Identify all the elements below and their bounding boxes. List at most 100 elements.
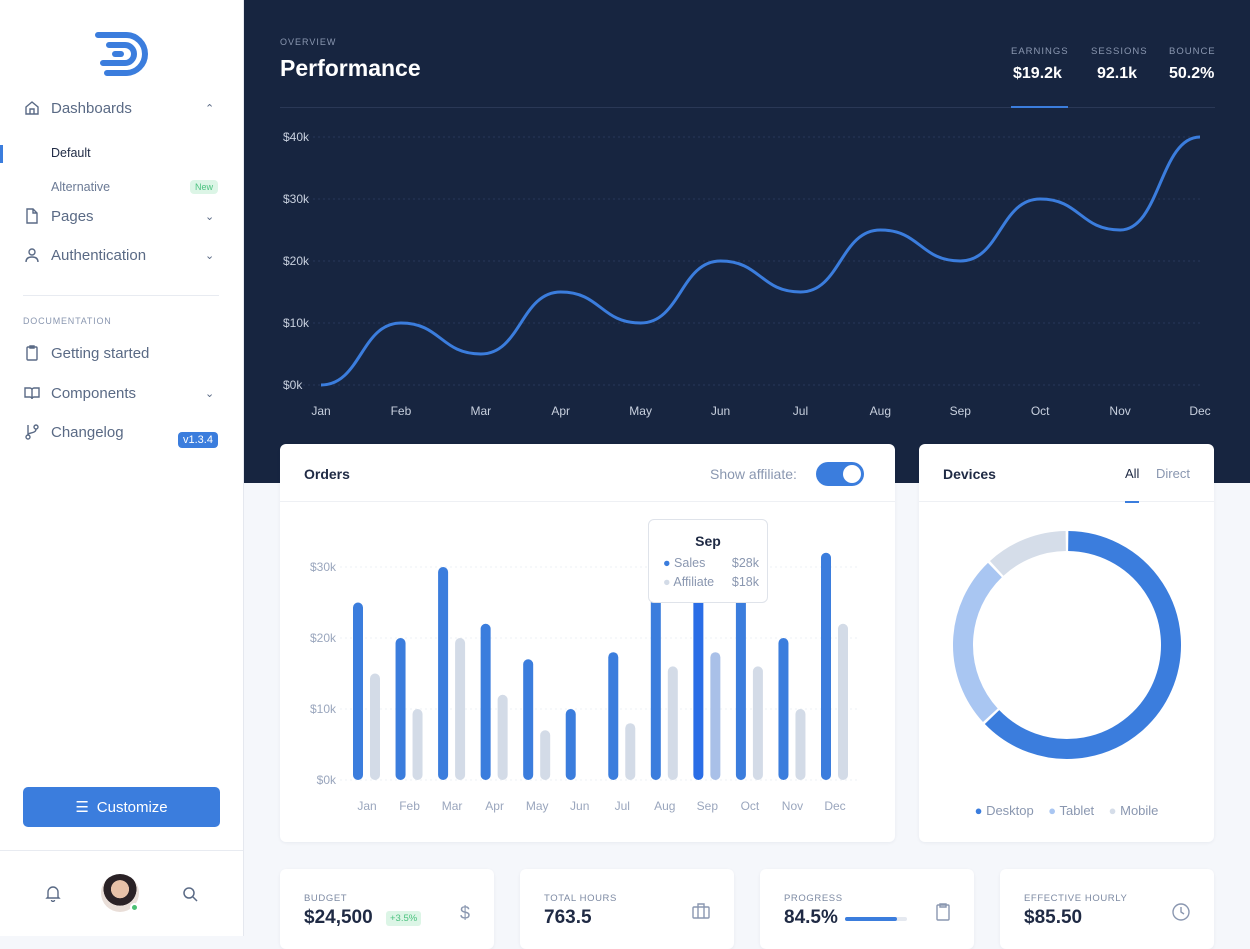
x-tick-label: Oct bbox=[741, 799, 760, 813]
search-icon[interactable] bbox=[182, 886, 198, 902]
chevron-up-icon: ⌃ bbox=[205, 102, 215, 115]
tab-direct[interactable]: Direct bbox=[1156, 466, 1190, 481]
x-tick-label: Aug bbox=[654, 799, 675, 813]
orders-card: Orders Show affiliate: bbox=[280, 444, 895, 842]
x-tick-label: May bbox=[629, 404, 652, 418]
performance-line bbox=[320, 135, 1201, 387]
user-icon bbox=[23, 246, 41, 264]
x-tick-label: Feb bbox=[391, 404, 412, 418]
divider bbox=[0, 850, 243, 851]
y-tick-label: $30k bbox=[310, 560, 337, 574]
version-badge: v1.3.4 bbox=[178, 432, 218, 448]
x-tick-label: Nov bbox=[782, 799, 803, 813]
sales-bar bbox=[693, 581, 704, 780]
y-tick-label: $0k bbox=[283, 378, 303, 392]
stat-earnings[interactable]: EARNINGS $19.2k bbox=[1011, 46, 1069, 82]
y-tick-label: $20k bbox=[310, 631, 337, 645]
sales-bar bbox=[480, 623, 491, 780]
x-tick-label: Jan bbox=[311, 404, 330, 418]
orders-title: Orders bbox=[304, 466, 350, 482]
affiliate-bar bbox=[540, 730, 551, 780]
affiliate-bar bbox=[625, 723, 636, 780]
sales-bar bbox=[395, 638, 406, 780]
stat-card-effective-hourly: EFFECTIVE HOURLY $85.50 bbox=[1000, 869, 1214, 949]
y-tick-label: $20k bbox=[283, 254, 310, 268]
x-tick-label: Sep bbox=[950, 404, 972, 418]
devices-title: Devices bbox=[943, 466, 996, 482]
header-divider bbox=[280, 107, 1215, 108]
sales-bar bbox=[821, 552, 831, 780]
stat-bounce[interactable]: BOUNCE 50.2% bbox=[1169, 46, 1216, 82]
affiliate-bar bbox=[752, 666, 763, 780]
show-affiliate-label: Show affiliate: bbox=[710, 466, 797, 482]
chart-tooltip: Sep ● Sales $28k ● Affiliate $18k bbox=[648, 519, 768, 603]
page-title: Performance bbox=[280, 55, 421, 81]
stat-card-progress: PROGRESS 84.5% bbox=[760, 869, 974, 949]
new-badge: New bbox=[190, 180, 219, 194]
x-tick-label: Dec bbox=[824, 799, 845, 813]
x-tick-label: Jul bbox=[615, 799, 630, 813]
stat-card-budget: BUDGET $24,500 +3.5% $ bbox=[280, 869, 494, 949]
legend-mobile: ● Mobile bbox=[1108, 803, 1159, 818]
section-label: DOCUMENTATION bbox=[23, 316, 112, 326]
performance-header-bg bbox=[244, 0, 1250, 483]
x-tick-label: Aug bbox=[870, 404, 891, 418]
chevron-down-icon: ⌄ bbox=[205, 249, 215, 262]
show-affiliate-toggle[interactable] bbox=[816, 462, 864, 486]
logo bbox=[95, 32, 148, 76]
x-tick-label: Mar bbox=[470, 404, 491, 418]
x-tick-label: May bbox=[526, 799, 549, 813]
devices-donut-chart bbox=[953, 531, 1181, 759]
x-tick-label: Feb bbox=[399, 799, 420, 813]
dollar-icon: $ bbox=[459, 903, 470, 923]
donut-segment-tablet bbox=[953, 562, 1003, 723]
performance-line-chart: $0k $10k $20k $30k $40k Jan Feb Mar Apr May Jun Jul… bbox=[283, 130, 1211, 418]
y-tick-label: $10k bbox=[310, 702, 337, 716]
active-tab-indicator bbox=[1125, 501, 1139, 503]
briefcase-icon bbox=[692, 903, 710, 919]
x-tick-label: Jan bbox=[357, 799, 376, 813]
sales-bar bbox=[608, 652, 619, 780]
chevron-down-icon: ⌄ bbox=[205, 387, 215, 400]
affiliate-bar bbox=[795, 709, 806, 780]
affiliate-bar bbox=[497, 694, 508, 780]
progress-bar bbox=[845, 917, 907, 921]
y-tick-label: $10k bbox=[283, 316, 310, 330]
affiliate-bar bbox=[838, 623, 848, 780]
affiliate-bar bbox=[667, 666, 678, 780]
x-tick-label: Oct bbox=[1031, 404, 1050, 418]
sales-bar bbox=[523, 659, 534, 780]
stat-sessions[interactable]: SESSIONS 92.1k bbox=[1091, 46, 1148, 82]
legend-tablet: ● Tablet bbox=[1048, 803, 1095, 818]
stat-card-total-hours: TOTAL HOURS 763.5 bbox=[520, 869, 734, 949]
x-tick-label: Apr bbox=[485, 799, 504, 813]
overview-label: OVERVIEW bbox=[280, 37, 337, 47]
customize-button[interactable]: ☰ Customize bbox=[23, 787, 220, 827]
affiliate-bar bbox=[455, 638, 466, 780]
budget-change-badge: +3.5% bbox=[386, 911, 422, 926]
x-tick-label: Apr bbox=[551, 404, 570, 418]
sales-bar bbox=[650, 581, 661, 780]
x-tick-label: Nov bbox=[1109, 404, 1130, 418]
sidebar-item-default[interactable]: Default bbox=[51, 146, 91, 160]
x-tick-label: Mar bbox=[442, 799, 463, 813]
clock-icon bbox=[1172, 903, 1190, 921]
clipboard-icon bbox=[936, 903, 950, 921]
affiliate-bar bbox=[370, 673, 380, 780]
donut-segment-desktop bbox=[984, 531, 1181, 759]
clipboard-icon bbox=[23, 344, 41, 362]
online-status-dot bbox=[130, 903, 139, 912]
git-branch-icon bbox=[23, 423, 41, 441]
sales-bar bbox=[438, 567, 449, 780]
bell-icon[interactable] bbox=[45, 885, 61, 902]
y-tick-label: $0k bbox=[317, 773, 337, 787]
book-icon bbox=[23, 384, 41, 402]
file-icon bbox=[23, 207, 41, 225]
x-tick-label: Jun bbox=[711, 404, 730, 418]
active-indicator bbox=[0, 145, 3, 163]
affiliate-bar bbox=[412, 709, 423, 780]
sidebar-item-alternative[interactable]: Alternative bbox=[51, 180, 111, 194]
chevron-down-icon: ⌄ bbox=[205, 210, 215, 223]
x-tick-label: Jul bbox=[793, 404, 808, 418]
tab-all[interactable]: All bbox=[1125, 466, 1140, 481]
